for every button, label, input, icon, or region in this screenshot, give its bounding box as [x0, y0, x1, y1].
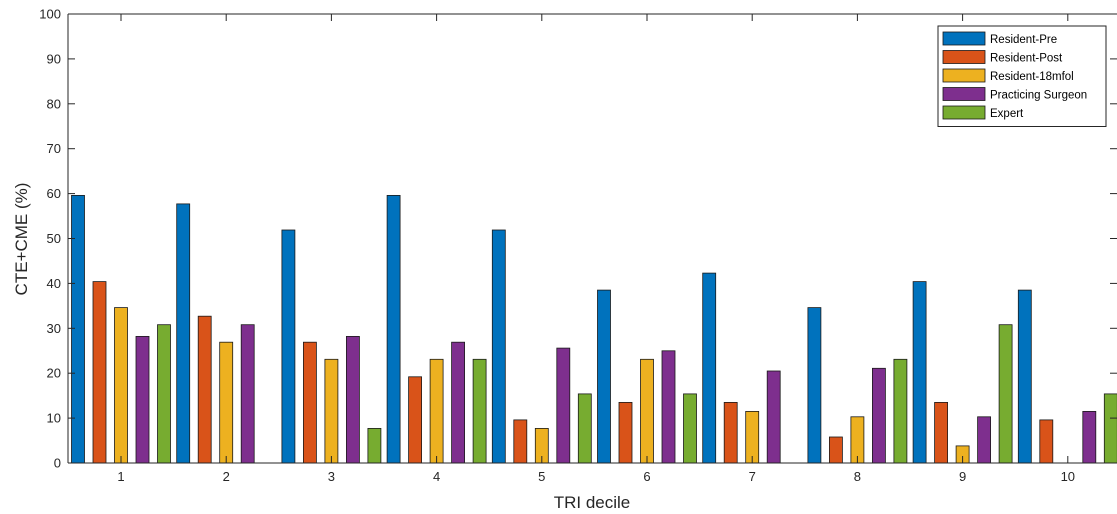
legend-label: Resident-Pre: [990, 34, 1057, 46]
bar-resident-pre-8: [807, 307, 822, 464]
legend-label: Resident-Post: [990, 53, 1063, 65]
bar-resident-18mfol-3: [324, 358, 339, 464]
bar-expert-1: [157, 324, 171, 464]
legend-swatch: [942, 50, 986, 64]
bar-practicing-surgeon-3: [345, 335, 360, 464]
y-tick-label: 0: [54, 456, 61, 471]
bar-resident-18mfol-6: [640, 358, 654, 464]
bar-expert-9: [998, 324, 1013, 464]
legend-swatch: [942, 87, 986, 101]
bar-practicing-surgeon-9: [977, 416, 991, 464]
bar-practicing-surgeon-10: [1082, 410, 1097, 464]
y-tick-label: 100: [39, 7, 61, 22]
bar-resident-pre-5: [491, 229, 506, 464]
y-ticks-group: 0 10 20 30 40 50 60 70 80 90 100: [39, 7, 1117, 471]
bar-resident-post-4: [408, 376, 423, 464]
bar-expert-4: [472, 358, 487, 464]
x-tick-label: 4: [433, 469, 440, 484]
x-tick-label: 2: [223, 469, 230, 484]
x-tick-label: 9: [959, 469, 966, 484]
bar-resident-pre-1: [71, 194, 85, 464]
y-tick-label: 20: [47, 366, 61, 381]
y-axis-label: CTE+CME (%): [12, 183, 31, 296]
bar-resident-post-8: [829, 436, 843, 464]
bar-resident-pre-7: [702, 272, 717, 464]
bar-practicing-surgeon-5: [556, 347, 571, 464]
y-tick-label: 30: [47, 321, 61, 336]
bar-resident-post-6: [618, 401, 633, 464]
bar-resident-pre-2: [176, 203, 191, 464]
x-tick-label: 1: [117, 469, 124, 484]
legend-label: Expert: [990, 108, 1024, 120]
legend-label: Resident-18mfol: [990, 71, 1074, 83]
y-tick-label: 40: [47, 276, 61, 291]
bar-resident-18mfol-4: [429, 358, 444, 464]
bar-practicing-surgeon-7: [766, 370, 781, 464]
legend-label: Practicing Surgeon: [990, 90, 1087, 102]
bar-resident-pre-3: [281, 229, 296, 464]
bar-practicing-surgeon-6: [661, 350, 676, 464]
bar-resident-post-5: [513, 419, 528, 464]
legend-swatch: [942, 105, 986, 120]
x-tick-label: 3: [328, 469, 335, 484]
bar-resident-post-1: [92, 281, 107, 464]
bar-resident-post-10: [1039, 419, 1054, 464]
bar-practicing-surgeon-8: [872, 367, 886, 464]
y-tick-label: 60: [47, 186, 61, 201]
x-tick-label: 7: [749, 469, 756, 484]
x-tick-label: 10: [1061, 469, 1075, 484]
x-tick-label: 8: [854, 469, 861, 484]
legend-swatch: [942, 68, 986, 83]
x-tick-label: 6: [643, 469, 650, 484]
bar-expert-3: [367, 427, 382, 464]
bar-resident-post-2: [197, 315, 212, 464]
x-axis-label: TRI decile: [554, 493, 631, 512]
bar-resident-post-9: [934, 401, 948, 464]
bar-expert-8: [893, 358, 908, 464]
bar-practicing-surgeon-2: [240, 324, 255, 464]
x-ticks-group: 1 2 3 4 5 6 7 8 9 10: [117, 14, 1075, 484]
bar-expert-10: [1103, 393, 1117, 464]
bar-resident-pre-6: [597, 289, 611, 464]
legend: Resident-Pre Resident-Post Resident-18mfol…: [937, 25, 1107, 127]
y-tick-label: 90: [47, 51, 61, 66]
x-tick-label: 5: [538, 469, 545, 484]
bar-resident-post-3: [302, 341, 317, 464]
bar-resident-18mfol-1: [114, 307, 128, 464]
bar-resident-post-7: [723, 401, 738, 464]
bar-resident-18mfol-2: [219, 341, 234, 464]
bar-practicing-surgeon-1: [135, 335, 150, 464]
y-tick-label: 70: [47, 141, 61, 156]
bar-practicing-surgeon-4: [451, 341, 466, 464]
y-tick-label: 10: [47, 411, 61, 426]
y-tick-label: 50: [47, 231, 61, 246]
bar-expert-6: [683, 393, 697, 464]
legend-swatch: [942, 31, 986, 46]
y-tick-label: 80: [47, 96, 61, 111]
bar-resident-18mfol-7: [745, 410, 760, 464]
bar-expert-5: [577, 393, 592, 464]
bar-resident-pre-9: [912, 281, 927, 464]
bar-resident-pre-10: [1017, 289, 1032, 464]
bar-resident-pre-4: [386, 194, 401, 464]
